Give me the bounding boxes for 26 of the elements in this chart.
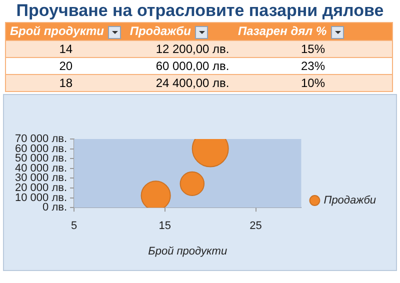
y-tick-label: 0 лв. [42,202,68,214]
text: 24 400,00 лв. [126,74,234,92]
y-tick-label: 20 000 лв. [14,182,68,194]
text: Пазарен дял % [238,24,327,38]
y-tick-label: 10 000 лв. [14,192,68,204]
text: 60 000,00 лв. [126,58,234,74]
text: 18 [6,74,126,92]
text: 10% [234,74,392,92]
text: Продажби [130,24,191,38]
text: Брой продукти [10,24,104,38]
x-tick-label: 25 [250,220,262,232]
text: 15% [234,40,392,58]
x-tick-label: 15 [158,220,172,232]
y-tick-label: 70 000 лв. [14,133,68,146]
text: 14 [6,40,126,58]
x-axis-title: Брой продукти [148,245,228,258]
text: 12 200,00 лв. [126,40,234,58]
text: Проучване на отрасловите пазарни дялове [15,1,385,21]
y-tick-label: 30 000 лв. [14,172,68,184]
text: 20 [6,58,126,74]
legend-label: Продажби [324,194,376,207]
x-tick-label: 5 [70,220,78,232]
y-tick-label: 40 000 лв. [14,162,68,174]
y-tick-label: 50 000 лв. [14,152,68,165]
y-tick-label: 60 000 лв. [14,142,68,155]
text: 23% [234,58,392,74]
